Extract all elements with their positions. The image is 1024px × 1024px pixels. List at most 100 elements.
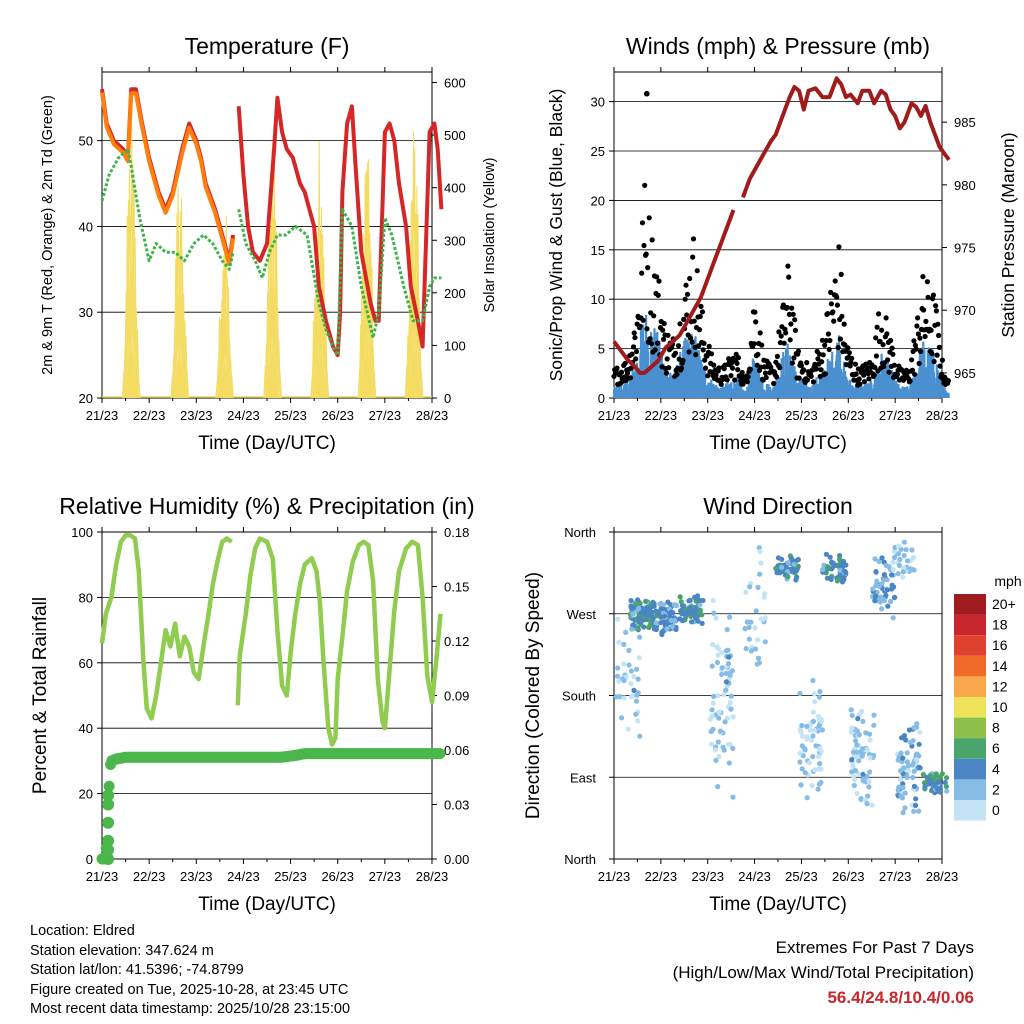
direction-point <box>944 788 950 794</box>
gust-point <box>788 321 794 327</box>
gust-point <box>907 378 913 384</box>
x-tick-label: 28/23 <box>416 408 449 423</box>
direction-point <box>699 620 705 627</box>
legend-label: 10 <box>992 699 1008 715</box>
winds-pressure-panel: Winds (mph) & Pressure (mb) 21/23 22/23 23/… <box>546 33 1018 454</box>
direction-point <box>856 758 862 764</box>
wind-direction-panel: Wind Direction 21/23 22/23 23/23 24/23 25/23 2… <box>523 493 1022 915</box>
precip-jump-point <box>102 789 115 802</box>
gust-point <box>914 323 920 329</box>
gust-point <box>654 274 660 280</box>
gust-point <box>645 265 651 271</box>
y2-tick-label: 0.15 <box>444 580 469 595</box>
direction-point <box>785 574 791 580</box>
direction-point <box>884 587 891 593</box>
gust-point <box>909 367 916 373</box>
direction-point <box>812 699 818 705</box>
direction-point <box>899 735 905 741</box>
gust-point <box>929 351 935 357</box>
direction-point <box>860 718 866 725</box>
direction-point <box>788 555 795 561</box>
direction-point <box>914 724 920 730</box>
direction-point <box>628 598 634 604</box>
direction-point <box>755 655 762 661</box>
direction-point <box>710 597 716 604</box>
direction-point <box>895 757 901 763</box>
legend-swatch <box>954 800 986 821</box>
direction-point <box>854 749 860 755</box>
direction-point <box>743 646 749 652</box>
direction-point <box>825 564 831 570</box>
latlon-text: Station lat/lon: 41.5396; -74.8799 <box>30 962 244 978</box>
gust-point <box>630 344 637 350</box>
gust-point <box>825 311 831 317</box>
gust-point <box>724 377 730 383</box>
gust-point <box>690 254 696 260</box>
gust-point <box>624 370 631 376</box>
direction-point <box>901 553 907 559</box>
gust-point <box>771 380 777 387</box>
direction-point <box>635 597 641 603</box>
gust-point <box>696 327 703 333</box>
direction-point <box>927 777 934 783</box>
pressure-line-b <box>741 76 951 199</box>
y2-tick-label: 0.06 <box>444 743 469 758</box>
direction-point <box>820 566 826 573</box>
direction-point <box>678 599 684 605</box>
direction-point <box>753 608 759 614</box>
direction-point <box>909 547 915 553</box>
x-tick-label: 28/23 <box>416 869 449 884</box>
y2-tick-label: 965 <box>954 366 976 381</box>
direction-point <box>901 765 907 771</box>
gust-point <box>735 367 741 373</box>
gust-point <box>787 337 793 343</box>
direction-point <box>626 647 632 654</box>
direction-point <box>854 742 860 748</box>
gust-point <box>639 220 646 226</box>
gust-point <box>718 381 724 387</box>
x-tick-label: 28/23 <box>926 408 959 423</box>
direction-point <box>816 766 822 772</box>
direction-point <box>873 593 879 600</box>
x-tick-label: 26/23 <box>832 408 865 423</box>
legend-label: 20+ <box>992 596 1016 612</box>
y-tick-label: South <box>562 689 596 704</box>
direction-point <box>867 755 873 761</box>
y2-tick-label: 500 <box>444 128 466 143</box>
legend-swatch <box>954 676 986 697</box>
direction-point <box>891 555 898 561</box>
gust-point <box>924 279 931 285</box>
direction-point <box>828 576 834 583</box>
direction-point <box>709 663 715 669</box>
direction-point <box>625 726 632 732</box>
direction-point <box>840 574 846 580</box>
direction-point <box>635 718 641 724</box>
gust-point <box>739 369 745 376</box>
gust-point <box>664 356 670 362</box>
x-tick-label: 21/23 <box>86 408 119 423</box>
direction-point <box>871 722 877 728</box>
gust-point <box>632 335 638 341</box>
gust-point <box>663 370 670 376</box>
direction-point <box>723 679 730 685</box>
direction-point <box>683 610 689 616</box>
direction-point <box>790 569 796 575</box>
gust-point <box>708 351 715 357</box>
chart-title: Winds (mph) & Pressure (mb) <box>626 33 930 59</box>
direction-point <box>723 687 729 693</box>
direction-point <box>726 760 732 766</box>
gust-point <box>640 317 646 323</box>
direction-point <box>900 781 906 787</box>
direction-point <box>942 779 948 786</box>
direction-point <box>804 795 810 801</box>
direction-point <box>818 748 824 754</box>
direction-point <box>851 782 857 789</box>
direction-point <box>717 728 724 734</box>
direction-point <box>653 608 659 614</box>
x-tick-label: 27/23 <box>369 869 402 884</box>
x-tick-label: 26/23 <box>832 869 865 884</box>
direction-point <box>631 687 637 694</box>
gust-point <box>716 365 722 371</box>
gust-point <box>781 340 787 346</box>
direction-point <box>743 589 749 595</box>
